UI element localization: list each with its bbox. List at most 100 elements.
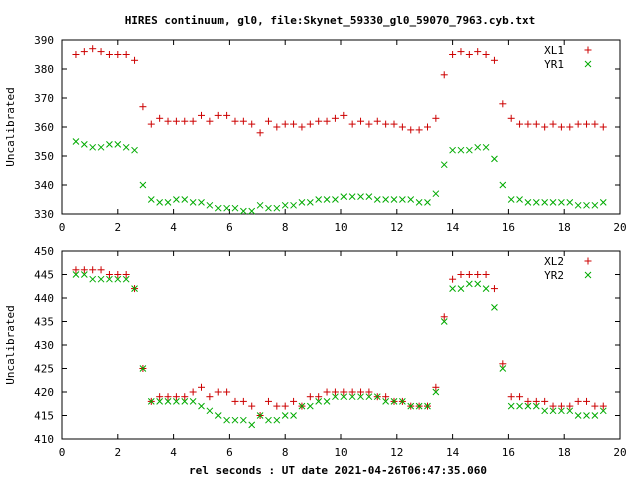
data-point-cross: [265, 416, 272, 424]
data-point-plus: [516, 393, 524, 401]
x-tick-label: 6: [226, 221, 233, 234]
data-point-plus: [256, 129, 264, 137]
data-point-cross: [432, 388, 440, 396]
data-point-plus: [340, 111, 348, 119]
x-tick-label: 8: [282, 446, 289, 459]
data-point-cross: [524, 199, 532, 206]
data-point-plus: [223, 111, 231, 119]
data-point-plus: [164, 393, 172, 401]
data-point-cross: [72, 271, 80, 278]
data-point-cross: [315, 398, 323, 405]
data-point-plus: [373, 117, 381, 125]
data-point-cross: [348, 193, 356, 200]
data-point-cross: [415, 199, 423, 206]
data-point-cross: [315, 196, 323, 203]
data-point-cross: [106, 141, 113, 148]
x-tick-label: 12: [390, 446, 403, 459]
data-point-plus: [248, 120, 256, 128]
data-point-cross: [181, 398, 189, 405]
x-axis-label: rel seconds : UT date 2021-04-26T06:47:3…: [189, 464, 487, 477]
y-tick-label: 440: [34, 292, 54, 305]
data-point-plus: [214, 111, 222, 119]
data-point-plus: [524, 120, 532, 128]
data-point-cross: [147, 196, 155, 203]
data-point-plus: [164, 117, 172, 125]
data-point-cross: [206, 201, 214, 209]
data-point-cross: [407, 402, 415, 410]
data-point-cross: [465, 280, 473, 288]
data-point-plus: [566, 123, 574, 131]
data-point-plus: [206, 393, 214, 401]
data-point-plus: [415, 126, 423, 134]
data-point-cross: [239, 207, 247, 215]
data-point-cross: [382, 196, 389, 203]
data-point-cross: [399, 196, 406, 203]
data-point-cross: [541, 199, 549, 206]
data-point-cross: [122, 143, 130, 151]
data-point-cross: [189, 398, 197, 405]
data-point-cross: [273, 416, 281, 424]
data-point-cross: [97, 143, 105, 151]
data-point-plus: [105, 271, 113, 278]
data-point-plus: [557, 123, 565, 131]
data-point-plus: [348, 388, 356, 396]
data-point-cross: [239, 416, 247, 424]
data-point-cross: [332, 196, 339, 203]
data-point-cross: [340, 193, 348, 200]
legend-marker: [584, 60, 592, 68]
data-point-cross: [558, 407, 565, 415]
data-point-cross: [89, 275, 97, 283]
plot-frame: [61, 250, 621, 440]
data-point-plus: [122, 271, 130, 278]
data-point-cross: [373, 393, 381, 401]
data-point-cross: [532, 402, 540, 410]
data-point-cross: [407, 196, 415, 203]
data-point-plus: [290, 397, 298, 405]
series-XL2: [72, 266, 607, 419]
data-point-cross: [139, 181, 147, 189]
data-point-cross: [365, 393, 373, 401]
data-point-plus: [331, 388, 339, 396]
y-tick-label: 340: [34, 179, 54, 192]
data-point-plus: [189, 117, 197, 125]
data-point-cross: [382, 398, 389, 405]
data-point-plus: [248, 402, 256, 410]
data-point-cross: [348, 393, 356, 401]
data-point-plus: [198, 111, 205, 119]
top-panel: 330 340 350 360 370 380 390 0 2 4 6 8 10 12 14 16 18 20 Un…: [4, 34, 627, 234]
data-point-plus: [382, 393, 390, 401]
y-tick-label: 445: [34, 269, 54, 282]
x-tick-label: 14: [446, 446, 460, 459]
data-point-plus: [189, 388, 197, 396]
y-axis-label: Uncalibrated: [4, 305, 17, 384]
x-tick-label: 12: [390, 221, 403, 234]
data-point-plus: [97, 266, 105, 274]
data-point-cross: [173, 398, 180, 405]
data-point-cross: [474, 143, 482, 151]
data-point-cross: [566, 407, 574, 415]
legend-label: XL2: [544, 255, 564, 268]
x-tick-label: 2: [114, 446, 121, 459]
data-point-cross: [173, 196, 180, 203]
x-tick-label: 10: [334, 221, 347, 234]
data-point-plus: [507, 114, 515, 122]
data-point-cross: [373, 196, 381, 203]
y-tick-label: 430: [34, 339, 54, 352]
data-point-plus: [449, 51, 457, 58]
data-point-cross: [424, 402, 431, 410]
data-point-cross: [97, 275, 105, 283]
data-point-plus: [583, 397, 591, 405]
data-point-plus: [432, 114, 440, 122]
series-XL1: [72, 45, 607, 137]
y-tick-label: 350: [34, 150, 54, 163]
data-point-cross: [516, 402, 523, 410]
data-point-cross: [440, 161, 448, 169]
data-point-cross: [583, 412, 590, 419]
data-point-cross: [574, 201, 582, 209]
data-point-cross: [507, 196, 515, 203]
data-point-cross: [457, 146, 465, 154]
data-point-plus: [465, 51, 473, 58]
data-point-plus: [306, 393, 314, 401]
data-point-cross: [114, 141, 122, 148]
data-point-plus: [440, 313, 448, 321]
